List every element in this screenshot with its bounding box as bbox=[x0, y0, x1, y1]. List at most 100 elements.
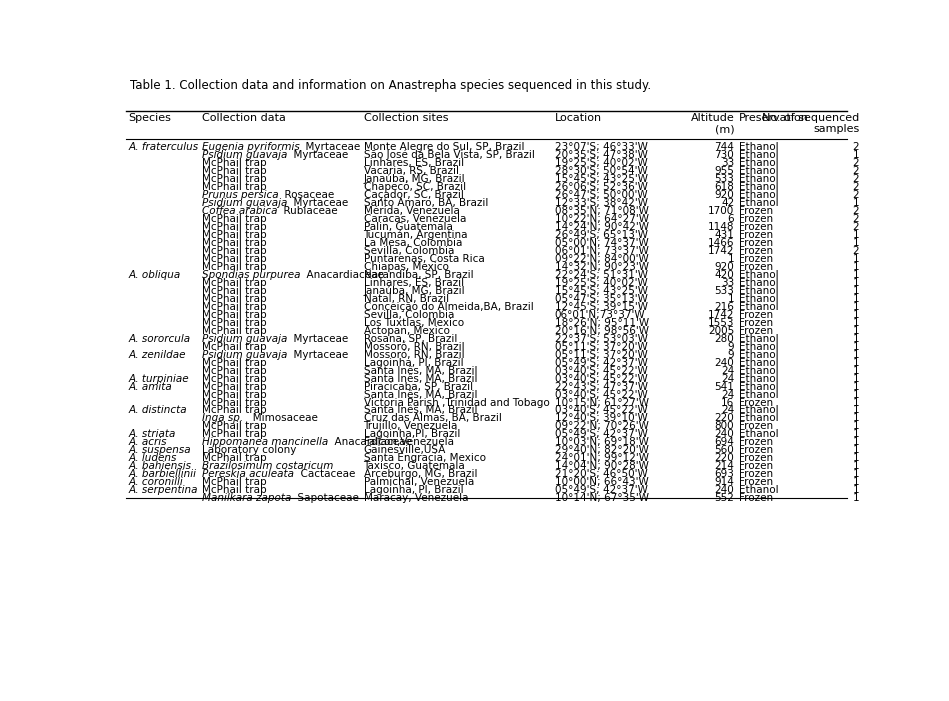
Text: Mossoró, RN, Brazil: Mossoró, RN, Brazil bbox=[363, 350, 464, 360]
Text: 693: 693 bbox=[715, 470, 735, 479]
Text: Chiapas, Mexico: Chiapas, Mexico bbox=[363, 261, 449, 272]
Text: Psidium guavaja: Psidium guavaja bbox=[202, 150, 288, 160]
Text: Vacaria, RS, Brazil: Vacaria, RS, Brazil bbox=[363, 166, 458, 176]
Text: Myrtaceae: Myrtaceae bbox=[300, 142, 361, 152]
Text: 1: 1 bbox=[852, 318, 859, 327]
Text: Ethanol: Ethanol bbox=[738, 485, 778, 496]
Text: 533: 533 bbox=[715, 286, 735, 296]
Text: 1700: 1700 bbox=[708, 206, 735, 216]
Text: 1: 1 bbox=[852, 334, 859, 343]
Text: 1742: 1742 bbox=[708, 246, 735, 256]
Text: McPhail trap: McPhail trap bbox=[202, 301, 267, 312]
Text: Cactaceae: Cactaceae bbox=[294, 470, 355, 479]
Text: 14°24'N; 90°42'W: 14°24'N; 90°42'W bbox=[555, 222, 649, 232]
Text: 1: 1 bbox=[852, 374, 859, 383]
Text: 9: 9 bbox=[728, 350, 735, 360]
Text: McPhail trap: McPhail trap bbox=[202, 174, 267, 184]
Text: 1: 1 bbox=[852, 294, 859, 304]
Text: McPhail trap: McPhail trap bbox=[202, 477, 267, 487]
Text: 216: 216 bbox=[715, 301, 735, 312]
Text: Ethanol: Ethanol bbox=[738, 270, 778, 280]
Text: Tucumán, Argentina: Tucumán, Argentina bbox=[363, 230, 468, 240]
Text: 1: 1 bbox=[852, 437, 859, 447]
Text: 10°00'N; 66°43'W: 10°00'N; 66°43'W bbox=[555, 477, 648, 487]
Text: Frozen: Frozen bbox=[738, 318, 772, 327]
Text: Chapecó, SC, Brazil: Chapecó, SC, Brazil bbox=[363, 182, 466, 192]
Text: Santa Inês, MA, Brazil: Santa Inês, MA, Brazil bbox=[363, 365, 477, 376]
Text: 1553: 1553 bbox=[708, 318, 735, 327]
Text: 2005: 2005 bbox=[708, 325, 735, 336]
Text: 05°00'N; 74°37'W: 05°00'N; 74°37'W bbox=[555, 238, 648, 247]
Text: 2: 2 bbox=[852, 166, 859, 176]
Text: Janaúba, MG, Brazil: Janaúba, MG, Brazil bbox=[363, 174, 465, 184]
Text: 42: 42 bbox=[721, 198, 735, 207]
Text: Puntarenas, Costa Rica: Puntarenas, Costa Rica bbox=[363, 254, 484, 264]
Text: McPhail trap: McPhail trap bbox=[202, 341, 267, 352]
Text: Mossoró, RN, Brazil: Mossoró, RN, Brazil bbox=[363, 341, 464, 352]
Text: Frozen: Frozen bbox=[738, 261, 772, 272]
Text: McPhail trap: McPhail trap bbox=[202, 310, 267, 320]
Text: Maracay, Venezuela: Maracay, Venezuela bbox=[363, 494, 468, 503]
Text: 1: 1 bbox=[852, 445, 859, 456]
Text: Frozen: Frozen bbox=[738, 445, 772, 456]
Text: McPhail trap: McPhail trap bbox=[202, 166, 267, 176]
Text: 1: 1 bbox=[852, 405, 859, 416]
Text: Coffea arabica: Coffea arabica bbox=[202, 206, 277, 216]
Text: 24: 24 bbox=[721, 390, 735, 400]
Text: Frozen: Frozen bbox=[738, 470, 772, 479]
Text: 1: 1 bbox=[852, 238, 859, 247]
Text: 1: 1 bbox=[852, 454, 859, 463]
Text: 03°40'S; 45°22'W: 03°40'S; 45°22'W bbox=[555, 405, 647, 416]
Text: 12°45'S; 39°15'W: 12°45'S; 39°15'W bbox=[555, 301, 648, 312]
Text: 05°47'S; 35°13'W: 05°47'S; 35°13'W bbox=[555, 294, 647, 304]
Text: Brazilosimum costaricum: Brazilosimum costaricum bbox=[202, 461, 333, 471]
Text: 1: 1 bbox=[852, 230, 859, 240]
Text: 1: 1 bbox=[852, 254, 859, 264]
Text: A. amita: A. amita bbox=[128, 381, 172, 392]
Text: 1: 1 bbox=[852, 358, 859, 367]
Text: 21°20'S; 46°50'W: 21°20'S; 46°50'W bbox=[555, 470, 647, 479]
Text: Ethanol: Ethanol bbox=[738, 390, 778, 400]
Text: Ethanol: Ethanol bbox=[738, 381, 778, 392]
Text: 28°30'S; 50°54'W: 28°30'S; 50°54'W bbox=[555, 166, 647, 176]
Text: Ethanol: Ethanol bbox=[738, 182, 778, 192]
Text: Anacardiaceae: Anacardiaceae bbox=[300, 270, 384, 280]
Text: McPhail trap: McPhail trap bbox=[202, 421, 267, 432]
Text: Piracicaba, SP, Brazil: Piracicaba, SP, Brazil bbox=[363, 381, 473, 392]
Text: 800: 800 bbox=[715, 421, 735, 432]
Text: 2: 2 bbox=[852, 158, 859, 168]
Text: Table 1. Collection data and information on Anastrepha species sequenced in this: Table 1. Collection data and information… bbox=[130, 79, 651, 93]
Text: 1: 1 bbox=[852, 461, 859, 471]
Text: 14°32'N; 90°23'W: 14°32'N; 90°23'W bbox=[555, 261, 649, 272]
Text: Actopan, Mexico: Actopan, Mexico bbox=[363, 325, 450, 336]
Text: Ethanol: Ethanol bbox=[738, 294, 778, 304]
Text: A. fraterculus: A. fraterculus bbox=[128, 142, 198, 152]
Text: Eugenia pyriformis: Eugenia pyriformis bbox=[202, 142, 300, 152]
Text: 26°49'S; 65°13'W: 26°49'S; 65°13'W bbox=[555, 230, 648, 240]
Text: 2: 2 bbox=[852, 142, 859, 152]
Text: McPhail trap: McPhail trap bbox=[202, 238, 267, 247]
Text: 560: 560 bbox=[715, 445, 735, 456]
Text: Ethanol: Ethanol bbox=[738, 350, 778, 360]
Text: A. distincta: A. distincta bbox=[128, 405, 187, 416]
Text: Ethanol: Ethanol bbox=[738, 301, 778, 312]
Text: 1: 1 bbox=[852, 365, 859, 376]
Text: Palin, Guatemala: Palin, Guatemala bbox=[363, 222, 453, 232]
Text: 1: 1 bbox=[852, 341, 859, 352]
Text: 1: 1 bbox=[852, 286, 859, 296]
Text: 2: 2 bbox=[852, 214, 859, 224]
Text: McPhail trap: McPhail trap bbox=[202, 158, 267, 168]
Text: Palmichal, Venezuela: Palmichal, Venezuela bbox=[363, 477, 474, 487]
Text: Sapotaceae: Sapotaceae bbox=[291, 494, 359, 503]
Text: 2: 2 bbox=[852, 246, 859, 256]
Text: McPhail trap: McPhail trap bbox=[202, 294, 267, 304]
Text: 05°49'S; 42°37'W: 05°49'S; 42°37'W bbox=[555, 430, 647, 440]
Text: 15°45'S; 43°25'W: 15°45'S; 43°25'W bbox=[555, 286, 648, 296]
Text: 6: 6 bbox=[728, 214, 735, 224]
Text: 10°03'N; 69°18'W: 10°03'N; 69°18'W bbox=[555, 437, 648, 447]
Text: 12°40'S; 39°10'W: 12°40'S; 39°10'W bbox=[555, 414, 647, 423]
Text: 1742: 1742 bbox=[708, 310, 735, 320]
Text: A. ludens: A. ludens bbox=[128, 454, 177, 463]
Text: 09°22'N; 70°26'W: 09°22'N; 70°26'W bbox=[555, 421, 648, 432]
Text: 2: 2 bbox=[852, 174, 859, 184]
